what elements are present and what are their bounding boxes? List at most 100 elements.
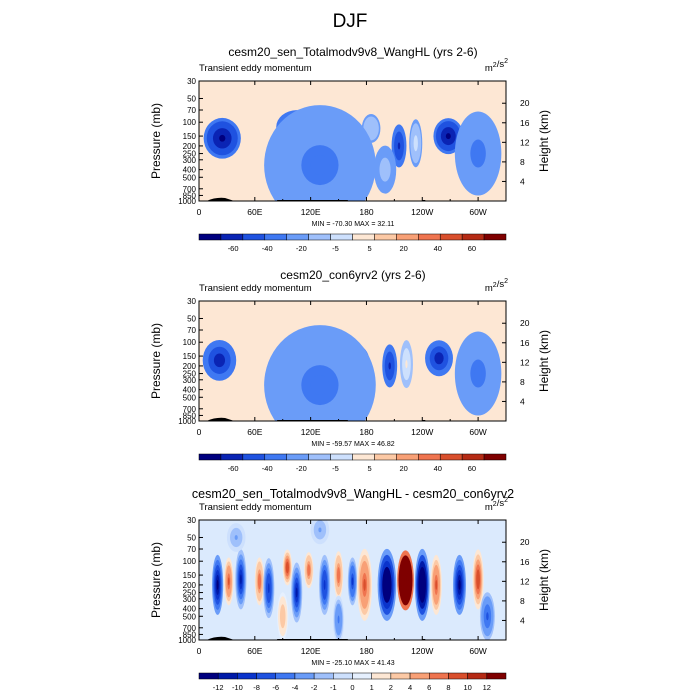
panel-title: cesm20_con6yrv2 (yrs 2-6): [280, 268, 425, 282]
colorbar-label: 20: [399, 244, 407, 253]
y-tick-label: 700: [183, 624, 197, 633]
plot-frame: [198, 300, 507, 422]
contour-blob-13: [385, 578, 389, 591]
panel-subtitle: Transient eddy momentum: [199, 502, 312, 513]
y-tick-label: 50: [187, 533, 196, 542]
colorbar-label: -1: [330, 683, 337, 692]
colorbar-label: 1: [370, 683, 374, 692]
x-tick-label: 180: [359, 646, 373, 656]
height-tick-label: 4: [520, 396, 525, 406]
colorbar-swatch: [294, 672, 315, 680]
colorbar-label: -8: [253, 683, 260, 692]
y-axis-right-label: Height (km): [537, 330, 551, 392]
colorbar-swatch: [264, 453, 287, 461]
x-tick-label: 60E: [247, 646, 262, 656]
colorbar-swatch: [198, 233, 222, 241]
colorbar-swatch: [198, 672, 219, 680]
height-tick-label: 16: [520, 557, 530, 567]
y-tick-label: 700: [183, 185, 197, 194]
height-tick-label: 12: [520, 137, 530, 147]
colorbar-swatch: [461, 453, 485, 461]
field: [199, 520, 506, 640]
x-tick-label: 120E: [301, 646, 321, 656]
colorbar-swatch: [418, 453, 441, 461]
contour-blob-7: [310, 375, 330, 396]
x-tick-label: 60E: [247, 207, 262, 217]
colorbar-label: -5: [332, 464, 339, 473]
contour-blob-12: [363, 578, 366, 591]
colorbar-swatch: [409, 672, 430, 680]
panel-title: cesm20_sen_Totalmodv9v8_WangHL - cesm20_…: [192, 487, 514, 501]
stats-label: MIN = -25.10 MAX = 41.43: [311, 660, 394, 667]
height-tick-label: 12: [520, 576, 530, 586]
x-tick-label: 60E: [247, 427, 262, 437]
contour-blob-14: [404, 575, 407, 586]
contour-blob-8: [308, 567, 310, 574]
contour-blob-10: [383, 165, 387, 174]
stats-label: MIN = -59.57 MAX = 46.82: [311, 441, 394, 448]
y-tick-label: 30: [187, 77, 196, 86]
colorbar-swatch: [396, 233, 419, 241]
colorbar-swatch: [330, 233, 353, 241]
contour-blob-6: [436, 355, 442, 362]
contour-blob-20: [281, 612, 284, 621]
colorbar-swatch: [220, 453, 244, 461]
colorbar-swatch: [486, 672, 507, 680]
colorbar-swatch: [242, 453, 266, 461]
chart-panel-3: cesm20_sen_Totalmodv9v8_WangHL - cesm20_…: [149, 487, 551, 692]
contour-blob-22: [234, 535, 238, 540]
colorbar-label: 20: [399, 464, 407, 473]
colorbar-label: -60: [228, 244, 239, 253]
x-tick-label: 120W: [411, 427, 433, 437]
contour-blob-21: [337, 615, 340, 624]
contour-blob-23: [318, 527, 322, 533]
plot-frame: [198, 80, 507, 202]
contour-blob-5: [267, 583, 270, 594]
y-tick-label: 70: [187, 106, 196, 115]
y-tick-label: 500: [183, 612, 197, 621]
contour-blob-7: [445, 133, 451, 140]
y-tick-label: 200: [183, 362, 197, 371]
height-tick-label: 4: [520, 176, 525, 186]
y-tick-label: 500: [183, 393, 197, 402]
contour-blob-17: [458, 579, 461, 590]
colorbar-label: -40: [262, 244, 273, 253]
x-tick-label: 60W: [469, 427, 486, 437]
field: [199, 81, 506, 201]
y-axis-label: Pressure (mb): [149, 103, 163, 179]
x-tick-label: 0: [197, 427, 202, 437]
y-tick-label: 1000: [178, 197, 196, 206]
colorbar-swatch: [483, 453, 507, 461]
contour-blob-2: [227, 577, 230, 586]
colorbar-label: 10: [463, 683, 471, 692]
colorbar-swatch: [256, 672, 276, 680]
colorbar-label: 4: [408, 683, 412, 692]
colorbar-swatch: [448, 672, 468, 680]
y-axis-right-label: Height (km): [537, 549, 551, 611]
x-tick-label: 120E: [301, 207, 321, 217]
colorbar-swatch: [333, 672, 353, 680]
x-tick-label: 0: [197, 646, 202, 656]
colorbar-swatch: [264, 233, 287, 241]
height-tick-label: 8: [520, 377, 525, 387]
height-tick-label: 20: [520, 537, 530, 547]
colorbar-label: -20: [296, 244, 307, 253]
panel-units: m2/s2: [485, 278, 508, 294]
panel-units: m2/s2: [485, 497, 508, 513]
height-tick-label: 8: [520, 596, 525, 606]
contour-blob-8: [310, 155, 330, 176]
contour-blob-4: [388, 362, 391, 370]
y-tick-label: 700: [183, 405, 197, 414]
contour-blob-6: [286, 564, 289, 571]
colorbar-label: 40: [434, 464, 442, 473]
y-tick-label: 250: [183, 150, 197, 159]
y-tick-label: 150: [183, 352, 197, 361]
colorbar-swatch: [461, 233, 485, 241]
height-tick-label: 4: [520, 615, 525, 625]
y-tick-label: 500: [183, 173, 197, 182]
y-tick-label: 150: [183, 571, 197, 580]
panel-subtitle: Transient eddy momentum: [199, 63, 312, 74]
x-tick-label: 120W: [411, 646, 433, 656]
colorbar-swatch: [286, 233, 309, 241]
height-tick-label: 16: [520, 118, 530, 128]
